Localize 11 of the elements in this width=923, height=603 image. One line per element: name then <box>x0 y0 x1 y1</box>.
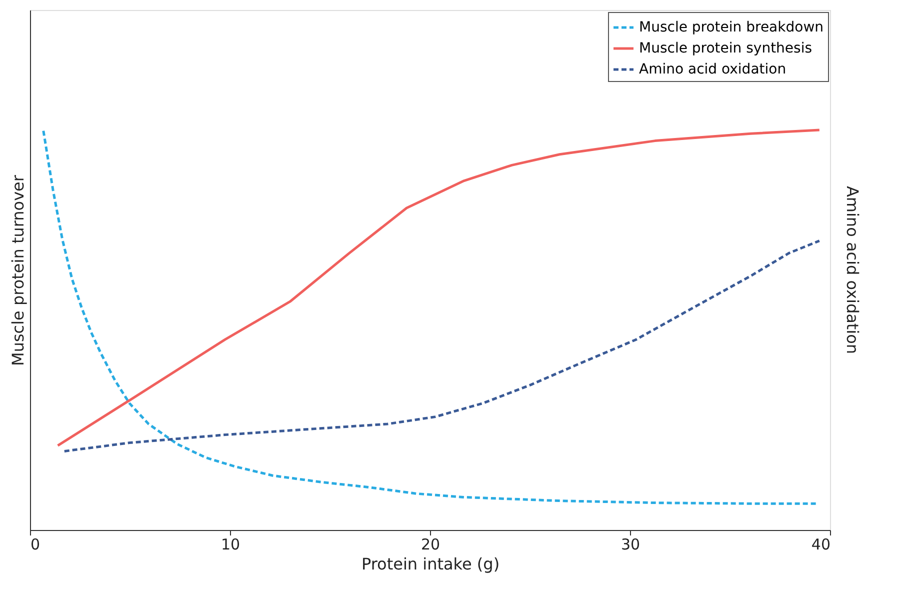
x-tick-label: 30 <box>620 536 640 554</box>
x-tick-label: 40 <box>811 536 830 554</box>
x-tick-label: 0 <box>30 536 40 554</box>
x-axis-title: Protein intake (g) <box>361 554 500 574</box>
legend-label: Muscle protein synthesis <box>639 40 812 56</box>
x-tick-label: 20 <box>420 536 440 554</box>
legend-label: Muscle protein breakdown <box>639 20 824 36</box>
y-axis-title: Muscle protein turnover <box>8 174 28 366</box>
legend-label: Amino acid oxidation <box>639 62 786 78</box>
y2-axis-title: Amino acid oxidation <box>843 186 862 354</box>
x-tick-label: 10 <box>220 536 240 554</box>
